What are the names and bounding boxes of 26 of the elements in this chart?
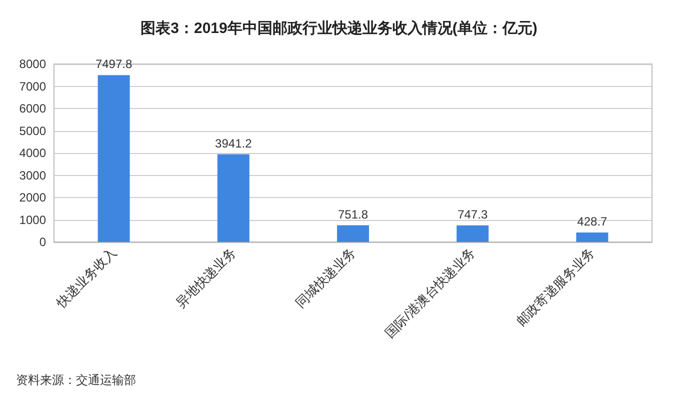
- x-tick-label: 异地快递业务: [172, 244, 239, 310]
- y-tick-label: 6000: [19, 102, 46, 116]
- data-label: 7497.8: [95, 57, 132, 72]
- data-label: 751.8: [338, 207, 368, 222]
- y-tick-label: 0: [39, 235, 46, 249]
- y-tick-label: 2000: [19, 190, 46, 204]
- data-label: 3941.2: [215, 136, 252, 150]
- y-tick-label: 7000: [19, 79, 46, 94]
- y-tick-label: 3000: [19, 168, 46, 182]
- y-tick-label: 4000: [19, 146, 46, 160]
- y-tick-label: 8000: [19, 57, 46, 71]
- bar: [217, 154, 250, 242]
- bar: [337, 225, 369, 242]
- chart-title: 图表3：2019年中国邮政行业快递业务收入情况(单位：亿元): [140, 19, 538, 37]
- bar: [576, 232, 608, 242]
- x-tick-label: 同城快递业务: [292, 244, 358, 310]
- data-label: 428.7: [577, 214, 608, 228]
- bar: [456, 225, 489, 242]
- data-label: 747.3: [458, 207, 488, 222]
- y-tick-label: 1000: [19, 212, 46, 227]
- x-tick-label: 邮政寄递服务业务: [513, 244, 598, 329]
- y-tick-label: 5000: [19, 124, 46, 138]
- bar: [98, 75, 130, 242]
- text: 资料来源：交通运输部: [16, 373, 136, 387]
- x-tick-label: 快递业务收入: [52, 244, 120, 312]
- x-tick-label: 国际/港澳台快递业务: [382, 244, 478, 341]
